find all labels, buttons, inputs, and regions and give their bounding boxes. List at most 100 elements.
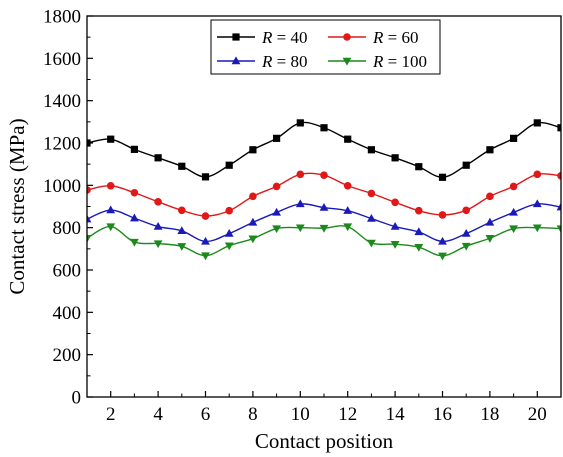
axes-layer: 0 200 400 600 800 1000 1200 1400 1600 1800 2 4 6 8 10 1… xyxy=(43,7,562,425)
y-axis-title: Contact stress (MPa) xyxy=(5,118,29,294)
data-point-4-14 xyxy=(390,240,400,249)
data-point-2-16 xyxy=(438,211,447,219)
data-point-2-13 xyxy=(367,189,376,198)
data-point-1-12 xyxy=(344,135,352,143)
data-point-3-4 xyxy=(153,222,163,230)
data-point-4-4 xyxy=(153,240,163,249)
legend-value-4: = 100 xyxy=(383,52,427,71)
legend-value-1: = 40 xyxy=(272,28,307,47)
data-point-2-3 xyxy=(130,188,139,197)
data-point-4-8 xyxy=(248,235,258,244)
data-point-4-15 xyxy=(414,243,424,252)
y-tick-label: 1800 xyxy=(43,7,81,28)
legend-item-2: R = 60 xyxy=(328,28,418,47)
y-tick-label: 1000 xyxy=(43,176,81,197)
data-point-1-11 xyxy=(320,124,328,132)
data-point-4-9 xyxy=(272,225,281,234)
series-2 xyxy=(87,170,561,220)
data-point-2-10 xyxy=(296,170,305,179)
data-point-4-3 xyxy=(130,238,139,247)
data-point-2-4 xyxy=(154,198,162,206)
legend-var-4: R xyxy=(372,52,384,71)
data-point-1-8 xyxy=(249,146,257,154)
data-point-4-12 xyxy=(343,223,353,232)
x-tick-label: 14 xyxy=(386,404,406,425)
legend-label-2: R = 60 xyxy=(372,28,418,47)
data-point-2-12 xyxy=(343,181,352,190)
data-point-3-10 xyxy=(295,199,305,208)
legend-box xyxy=(210,19,441,75)
legend-label-1: R = 40 xyxy=(261,28,307,47)
chart-legend: R = 40 R = 60R = 80 R = 100 xyxy=(210,19,441,75)
data-point-4-17 xyxy=(461,242,471,251)
y-tick-label: 400 xyxy=(53,303,82,324)
data-point-3-13 xyxy=(367,213,376,222)
data-point-1-5 xyxy=(178,162,186,170)
data-point-3-3 xyxy=(130,213,139,222)
y-tick-label: 1200 xyxy=(43,134,81,155)
data-point-2-18 xyxy=(486,192,494,201)
x-tick-label: 16 xyxy=(433,404,452,425)
legend-item-4: R = 100 xyxy=(328,52,427,71)
data-point-2-19 xyxy=(509,182,518,191)
data-point-1-17 xyxy=(462,161,470,169)
y-tick-label: 800 xyxy=(53,218,82,239)
plot-layer xyxy=(87,119,561,261)
data-point-1-10 xyxy=(296,119,304,127)
x-tick-label: 12 xyxy=(338,404,357,425)
data-point-3-16 xyxy=(438,236,447,245)
data-point-4-21 xyxy=(556,225,561,234)
data-point-4-1 xyxy=(87,235,92,243)
x-tick-label: 8 xyxy=(248,404,258,425)
data-point-4-16 xyxy=(438,252,447,261)
data-point-2-11 xyxy=(320,171,328,179)
data-point-4-11 xyxy=(319,224,329,233)
data-point-3-17 xyxy=(461,228,471,237)
y-tick-label: 0 xyxy=(72,388,82,409)
data-point-4-20 xyxy=(532,224,542,233)
data-point-2-8 xyxy=(249,192,257,201)
x-tick-label: 20 xyxy=(528,404,547,425)
data-point-3-18 xyxy=(485,217,495,226)
legend-item-1: R = 40 xyxy=(217,28,307,47)
y-tick-label: 1400 xyxy=(43,91,81,112)
y-tick-label: 200 xyxy=(53,345,82,366)
data-point-3-9 xyxy=(272,207,281,216)
x-tick-label: 4 xyxy=(153,404,163,425)
legend-marker-4 xyxy=(342,57,352,66)
data-point-2-20 xyxy=(533,170,542,179)
series-3 xyxy=(87,199,561,245)
data-point-1-14 xyxy=(391,154,399,162)
x-axis-title: Contact position xyxy=(255,429,394,453)
data-point-3-21 xyxy=(556,202,561,211)
data-point-3-8 xyxy=(248,217,258,226)
data-point-3-7 xyxy=(224,228,234,237)
data-point-4-7 xyxy=(224,242,234,251)
data-point-3-2 xyxy=(106,205,116,214)
legend-label-3: R = 80 xyxy=(261,52,307,71)
x-tick-label: 10 xyxy=(291,404,310,425)
series-4 xyxy=(87,223,561,261)
data-point-4-10 xyxy=(295,224,305,233)
series-1 xyxy=(87,119,561,181)
data-point-3-20 xyxy=(532,199,542,208)
data-point-2-17 xyxy=(462,206,471,215)
data-point-2-7 xyxy=(225,206,233,215)
data-point-4-19 xyxy=(509,225,518,234)
data-point-4-13 xyxy=(367,239,376,248)
data-point-2-9 xyxy=(272,182,281,191)
data-point-1-6 xyxy=(201,173,210,181)
legend-label-4: R = 100 xyxy=(372,52,427,71)
y-tick-label: 1600 xyxy=(43,49,81,70)
data-point-1-13 xyxy=(367,146,375,154)
data-point-2-1 xyxy=(87,186,91,194)
legend-var-3: R xyxy=(261,52,273,71)
data-point-1-21 xyxy=(557,124,561,132)
x-tick-label: 18 xyxy=(480,404,499,425)
data-point-3-14 xyxy=(390,222,400,230)
legend-item-3: R = 80 xyxy=(217,52,307,71)
data-point-1-3 xyxy=(130,145,138,153)
data-point-1-15 xyxy=(415,163,423,171)
data-point-2-21 xyxy=(557,172,561,180)
